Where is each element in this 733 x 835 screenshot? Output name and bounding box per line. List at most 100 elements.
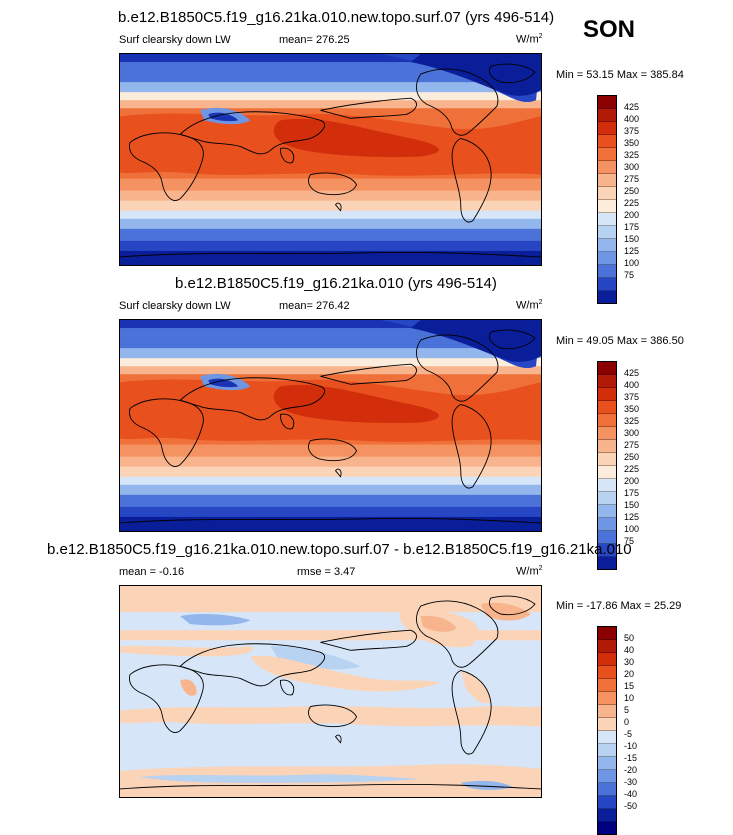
panel-1-map [119, 53, 542, 266]
colorbar-swatch [598, 109, 616, 122]
colorbar-swatch [598, 666, 616, 679]
colorbar-swatch [598, 692, 616, 705]
colorbar-tick-label: 400 [624, 380, 640, 390]
colorbar-swatch [598, 557, 616, 569]
colorbar-tick-label: 250 [624, 452, 640, 462]
colorbar-tick-label: 50 [624, 633, 635, 643]
colorbar-swatch [598, 265, 616, 278]
colorbar-tick-label: 100 [624, 524, 640, 534]
panel-2-colorbar-labels: 425 400 375 350 325 300 275 250 225 200 … [624, 367, 639, 547]
colorbar-tick-label: 150 [624, 234, 640, 244]
colorbar-tick-label: 225 [624, 198, 640, 208]
colorbar-tick-label: 175 [624, 488, 640, 498]
colorbar-swatch [598, 492, 616, 505]
colorbar-tick-label: 30 [624, 657, 635, 667]
colorbar-tick-label: 15 [624, 681, 635, 691]
panel-2-title: b.e12.B1850C5.f19_g16.21ka.010 (yrs 496-… [175, 275, 497, 292]
panel-1-mean-label: mean= 276.25 [279, 34, 350, 46]
colorbar-tick-label: 5 [624, 705, 630, 715]
colorbar-tick-label: -50 [624, 801, 638, 811]
colorbar-swatch [598, 440, 616, 453]
colorbar-tick-label: 275 [624, 440, 640, 450]
panel-1-units: W/m2 [516, 33, 543, 46]
colorbar-tick-label: -30 [624, 777, 638, 787]
colorbar-swatch [598, 505, 616, 518]
colorbar-swatch [598, 705, 616, 718]
colorbar-swatch [598, 757, 616, 770]
colorbar-tick-label: 425 [624, 102, 640, 112]
panel-2-map [119, 319, 542, 532]
panel-3-rmse-label: rmse = 3.47 [297, 566, 356, 578]
panel-1-colorbar [597, 95, 617, 304]
colorbar-swatch [598, 362, 616, 375]
panel-3-units: W/m2 [516, 565, 543, 578]
colorbar-swatch [598, 122, 616, 135]
colorbar-tick-label: 250 [624, 186, 640, 196]
colorbar-tick-label: 10 [624, 693, 635, 703]
colorbar-swatch [598, 401, 616, 414]
colorbar-swatch [598, 731, 616, 744]
panel-3-colorbar-labels: 50 40 30 20 15 10 5 0 -5 -10 -15 -20 -30… [624, 632, 637, 812]
colorbar-swatch [598, 718, 616, 731]
colorbar-swatch [598, 96, 616, 109]
colorbar-tick-label: -20 [624, 765, 638, 775]
colorbar-swatch [598, 375, 616, 388]
colorbar-tick-label: 20 [624, 669, 635, 679]
colorbar-tick-label: 425 [624, 368, 640, 378]
colorbar-swatch [598, 278, 616, 291]
colorbar-tick-label: 275 [624, 174, 640, 184]
colorbar-tick-label: -5 [624, 729, 633, 739]
panel-1-minmax: Min = 53.15 Max = 385.84 [556, 69, 684, 81]
colorbar-swatch [598, 544, 616, 557]
season-label: SON [583, 16, 636, 43]
colorbar-swatch [598, 453, 616, 466]
panel-3-title: b.e12.B1850C5.f19_g16.21ka.010.new.topo.… [47, 541, 632, 558]
colorbar-tick-label: 375 [624, 392, 640, 402]
panel-2-variable-label: Surf clearsky down LW [119, 300, 231, 312]
colorbar-tick-label: 175 [624, 222, 640, 232]
colorbar-tick-label: 350 [624, 404, 640, 414]
colorbar-swatch [598, 187, 616, 200]
colorbar-tick-label: 125 [624, 512, 640, 522]
colorbar-swatch [598, 427, 616, 440]
colorbar-tick-label: 125 [624, 246, 640, 256]
colorbar-swatch [598, 252, 616, 265]
colorbar-swatch [598, 770, 616, 783]
colorbar-swatch [598, 822, 616, 834]
colorbar-tick-label: 300 [624, 162, 640, 172]
colorbar-tick-label: 325 [624, 416, 640, 426]
colorbar-swatch [598, 744, 616, 757]
panel-3-colorbar [597, 626, 617, 835]
colorbar-swatch [598, 226, 616, 239]
colorbar-swatch [598, 414, 616, 427]
colorbar-tick-label: 200 [624, 476, 640, 486]
panel-1-title: b.e12.B1850C5.f19_g16.21ka.010.new.topo.… [118, 9, 555, 26]
panel-3-map [119, 585, 542, 798]
panel-2-colorbar [597, 361, 617, 570]
colorbar-tick-label: 300 [624, 428, 640, 438]
panel-2-minmax: Min = 49.05 Max = 386.50 [556, 335, 684, 347]
colorbar-swatch [598, 809, 616, 822]
colorbar-tick-label: 75 [624, 270, 635, 280]
colorbar-tick-label: 0 [624, 717, 630, 727]
colorbar-swatch [598, 388, 616, 401]
colorbar-swatch [598, 161, 616, 174]
colorbar-swatch [598, 640, 616, 653]
colorbar-tick-label: 100 [624, 258, 640, 268]
panel-2-mean-label: mean= 276.42 [279, 300, 350, 312]
colorbar-swatch [598, 135, 616, 148]
colorbar-swatch [598, 531, 616, 544]
colorbar-swatch [598, 213, 616, 226]
colorbar-swatch [598, 200, 616, 213]
panel-3-minmax: Min = -17.86 Max = 25.29 [556, 600, 682, 612]
colorbar-swatch [598, 148, 616, 161]
panel-3-mean-label: mean = -0.16 [119, 566, 185, 578]
colorbar-tick-label: 75 [624, 536, 635, 546]
colorbar-tick-label: 225 [624, 464, 640, 474]
colorbar-tick-label: 40 [624, 645, 635, 655]
colorbar-tick-label: -40 [624, 789, 638, 799]
colorbar-swatch [598, 679, 616, 692]
colorbar-swatch [598, 653, 616, 666]
colorbar-tick-label: 150 [624, 500, 640, 510]
colorbar-tick-label: 400 [624, 114, 640, 124]
